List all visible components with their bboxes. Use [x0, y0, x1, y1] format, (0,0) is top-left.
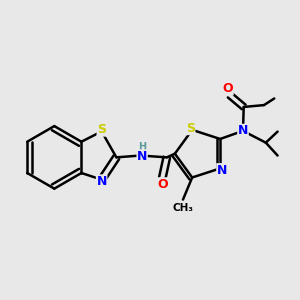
Text: O: O — [223, 82, 233, 95]
Text: N: N — [137, 150, 147, 163]
Text: N: N — [238, 124, 248, 137]
Text: H: H — [138, 142, 146, 152]
Text: S: S — [97, 123, 106, 136]
Text: N: N — [97, 175, 107, 188]
Text: O: O — [157, 178, 168, 191]
Text: S: S — [186, 122, 195, 134]
Text: CH₃: CH₃ — [172, 203, 194, 213]
Text: N: N — [217, 164, 227, 177]
